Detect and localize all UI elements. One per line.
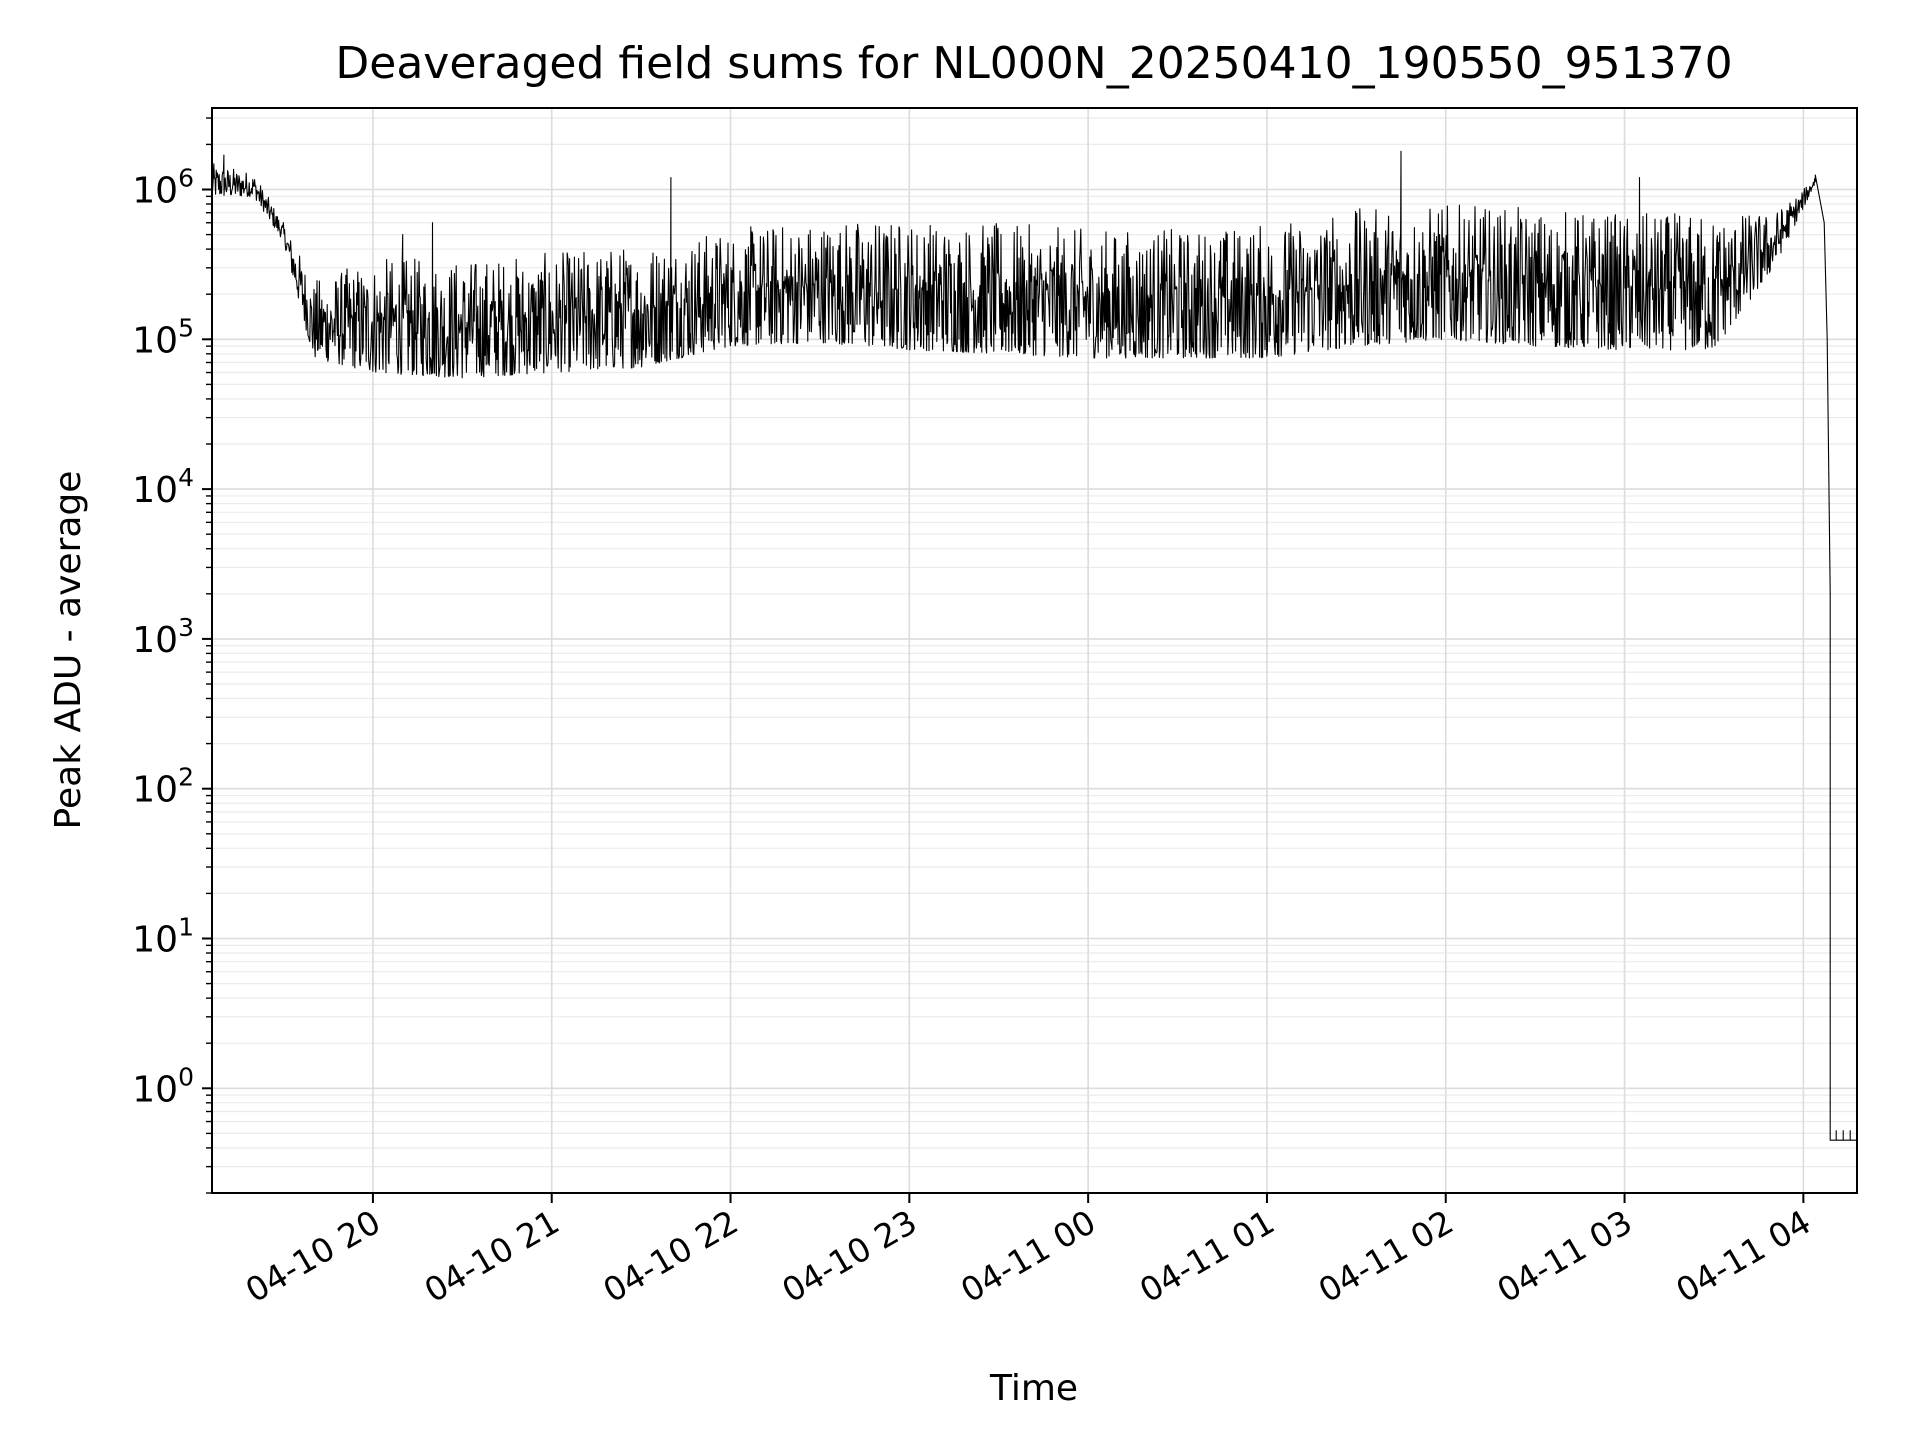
y-tick-label: 104 xyxy=(132,463,194,511)
chart-title: Deaveraged field sums for NL000N_2025041… xyxy=(335,38,1732,89)
series-line xyxy=(211,150,1857,1141)
y-tick-label: 100 xyxy=(132,1062,194,1110)
y-tick-label: 105 xyxy=(132,313,194,361)
ticks xyxy=(202,117,1805,1203)
y-tick-label: 103 xyxy=(132,613,194,661)
y-tick-label: 101 xyxy=(132,912,194,960)
y-tick-label: 102 xyxy=(132,763,194,811)
series xyxy=(211,150,1857,1141)
y-axis-label: Peak ADU - average xyxy=(48,471,89,830)
x-axis-label: Time xyxy=(989,1368,1078,1409)
grid xyxy=(212,108,1857,1194)
axes-frame xyxy=(211,107,1858,1194)
y-tick-label: 106 xyxy=(132,164,194,212)
